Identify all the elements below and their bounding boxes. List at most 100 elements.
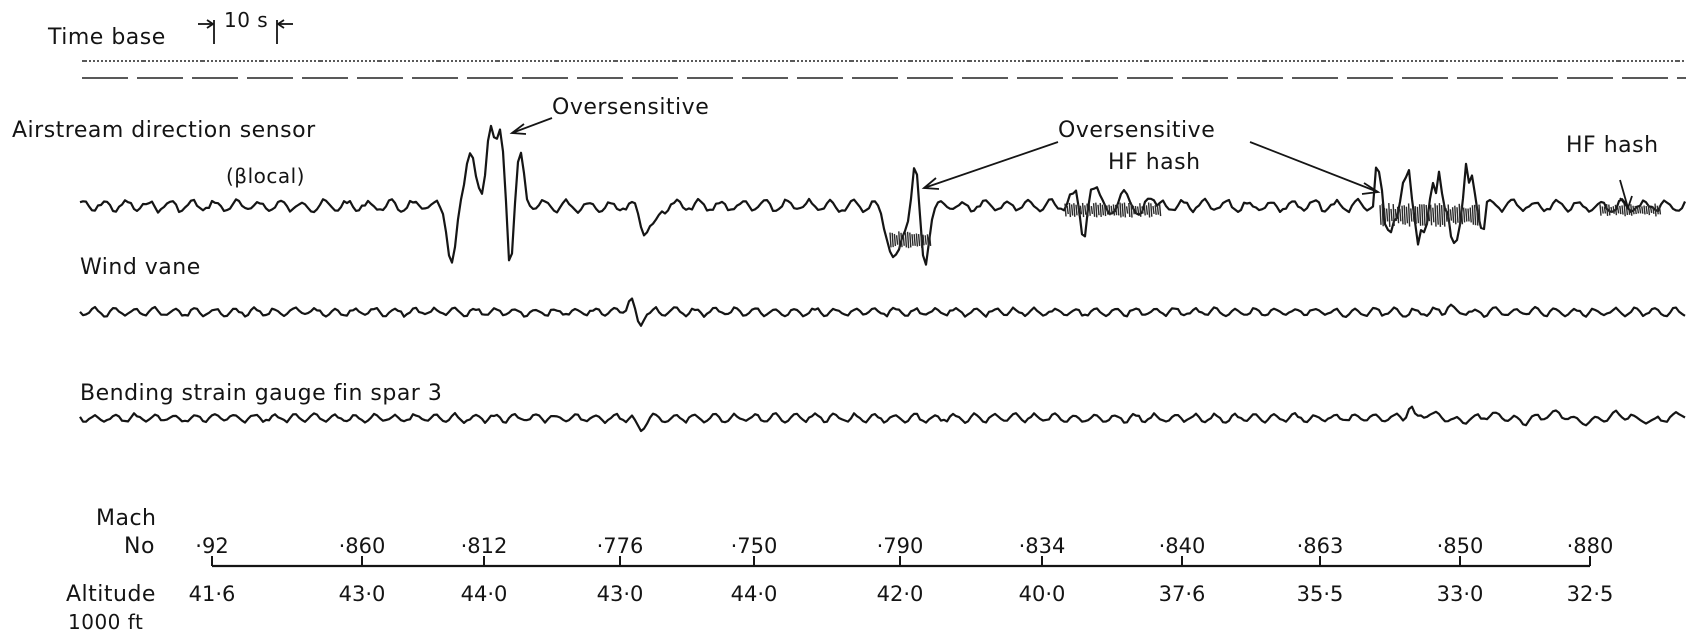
hf-hash-mark [1103, 203, 1107, 217]
hf-hash-mark [1656, 205, 1659, 215]
mach-tick-label: ·834 [1019, 534, 1066, 558]
mach-tick-label: ·790 [877, 534, 924, 558]
hf-hash-mark [1443, 203, 1446, 227]
trace-bending-strain [79, 405, 1686, 433]
hf-hash-mark [1432, 207, 1435, 223]
hf-hash-mark [1449, 209, 1453, 221]
hf-hash-mark [1407, 203, 1411, 227]
hf-hash-mark [904, 232, 908, 248]
hf-hash-mark [1383, 208, 1387, 222]
mach-tick-label: ·880 [1567, 534, 1614, 558]
hf-hash-mark [1632, 205, 1635, 215]
hf-hash-mark [1108, 204, 1111, 216]
annotation-arrows [509, 117, 1633, 210]
hf-hash-mark [1150, 203, 1153, 217]
hf-hash-mark [1381, 203, 1384, 227]
hf-hash-mark [1645, 205, 1648, 215]
hf-hash-mark [1436, 205, 1439, 225]
hf-hash-mark [1425, 204, 1428, 226]
hf-hash-mark [889, 232, 892, 248]
hf-hash-mark [1658, 205, 1662, 215]
hf-hash-mark [1125, 206, 1129, 214]
hf-hash-mark [1068, 202, 1072, 218]
hf-hash-mark [1141, 206, 1144, 214]
hf-hash-mark [1652, 206, 1655, 214]
hf-hash-mark [1471, 205, 1475, 225]
hf-hash-mark [1416, 206, 1420, 224]
hf-hash-mark [1414, 206, 1417, 224]
hf-hash-mark [1088, 204, 1091, 216]
hf-hash-mark [1097, 204, 1100, 216]
hf-hash-mark [1399, 208, 1402, 222]
hf-hash-mark [1119, 202, 1122, 218]
hf-hash-mark [928, 233, 932, 247]
hf-hash-mark [1156, 205, 1160, 215]
hf-hash-mark [900, 232, 903, 248]
hf-hash-mark [1396, 206, 1400, 224]
altitude-tick-labels: 41·6 43·0 44·0 43·0 44·0 42·0 40·0 37·6 35·5 33·0… [189, 582, 1614, 606]
hf-hash-mark [1440, 204, 1444, 226]
hf-hash-mark [1081, 202, 1085, 218]
hf-hash-mark [1649, 206, 1653, 214]
mach-tick-label: ·92 [195, 534, 228, 558]
hf-hash-mark [1451, 207, 1455, 223]
altitude-tick-label: 43·0 [597, 582, 644, 606]
hf-hash-mark [1460, 205, 1464, 225]
hf-hash-mark [1616, 206, 1620, 214]
hf-hash-mark [1638, 206, 1642, 214]
mach-tick-label: ·860 [339, 534, 386, 558]
altitude-tick-label: 33·0 [1437, 582, 1484, 606]
hf-hash-mark [1423, 204, 1426, 226]
hf-hash-mark [1145, 205, 1149, 215]
hf-hash-mark [1410, 208, 1413, 222]
hf-hash-mark [1092, 203, 1096, 217]
hf-hash-mark [1465, 208, 1468, 222]
hf-hash-mark [1456, 207, 1459, 223]
hf-hash-mark [1132, 205, 1135, 215]
hf-hash-mark [1158, 203, 1162, 217]
hf-hash-mark [917, 234, 921, 246]
hf-hash-mark [906, 231, 910, 249]
hf-hash-mark [1614, 204, 1618, 216]
hf-hash-mark [1401, 205, 1404, 225]
altitude-tick-label: 41·6 [189, 582, 236, 606]
axis-altitude-label: Altitude [66, 582, 156, 607]
hf-hash-mark [1610, 206, 1613, 214]
hf-hash-mark [1075, 204, 1078, 216]
hf-hash-mark [1621, 205, 1624, 215]
hf-hash-mark [895, 235, 899, 245]
hf-hash-mark [898, 231, 901, 249]
hf-hash-mark [1462, 207, 1466, 223]
hf-hash-mark [1394, 208, 1398, 222]
altitude-tick-label: 35·5 [1297, 582, 1344, 606]
hf-hash-mark [1418, 204, 1422, 226]
hf-hash-mark [1106, 205, 1109, 215]
mach-tick-labels: ·92 ·860 ·812 ·776 ·750 ·790 ·834 ·840 ·863 ·850 ·… [195, 534, 1613, 558]
trace-wind-vane [79, 297, 1686, 327]
mach-tick-label: ·776 [597, 534, 644, 558]
hf-hash-mark [1139, 203, 1142, 217]
hf-hash-mark [1112, 204, 1116, 216]
hf-hash-mark [922, 234, 925, 246]
hf-hash-mark [1385, 208, 1389, 222]
hf-hash-mark [1390, 208, 1393, 222]
time-base-label: Time base [48, 25, 166, 50]
hf-hash-mark [1379, 205, 1382, 225]
hf-hash-mark [1458, 203, 1461, 227]
hf-hash-mark [1421, 204, 1424, 226]
hf-hash-mark [1601, 206, 1604, 214]
hf-hash-mark [1117, 204, 1120, 216]
hf-hash-mark [1654, 203, 1657, 217]
time-base-scale: 10 s [224, 8, 269, 32]
hf-hash-mark [915, 233, 919, 247]
hf-hash-mark [1478, 204, 1481, 226]
mach-altitude-axis [211, 556, 1591, 568]
axis-mach-label-2: No [124, 534, 155, 559]
hf-hash-mark [1467, 208, 1470, 222]
mach-tick-label: ·850 [1437, 534, 1484, 558]
hf-hash-mark [1143, 204, 1146, 216]
hf-hash-mark [1101, 204, 1105, 216]
axis-mach-label: Mach [96, 506, 157, 531]
hf-hash-mark [1434, 203, 1437, 227]
